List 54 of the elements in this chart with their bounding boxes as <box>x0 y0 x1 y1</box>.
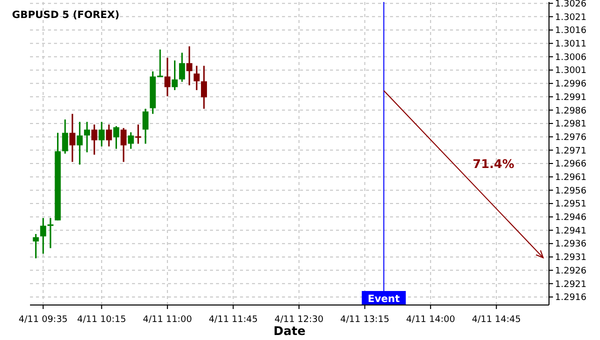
x-tick-label: 4/11 14:00 <box>406 315 456 325</box>
y-tick-label: 1.2931 <box>555 253 586 264</box>
x-tick-label: 4/11 14:45 <box>472 315 521 325</box>
x-tick-label: 4/11 10:15 <box>77 315 126 325</box>
candlestick <box>106 124 112 148</box>
x-tick-label: 4/11 13:15 <box>340 315 390 325</box>
candlestick <box>91 124 98 156</box>
y-tick-label: 1.3021 <box>555 12 586 23</box>
candlestick <box>186 46 192 86</box>
y-tick-label: 1.2951 <box>555 200 586 210</box>
y-tick-label: 1.3011 <box>555 40 586 50</box>
candlestick <box>142 108 148 145</box>
y-tick-label: 1.2926 <box>555 266 587 276</box>
ref-line-label: Event <box>368 294 400 305</box>
y-tick-label: 1.2941 <box>555 226 586 236</box>
candlestick <box>194 65 200 91</box>
y-tick-label: 1.3006 <box>555 52 587 63</box>
y-tick-label: 1.2986 <box>555 106 587 116</box>
y-tick-label: 1.2991 <box>555 92 586 103</box>
y-tick-label: 1.2936 <box>555 240 587 250</box>
y-tick-label: 1.2976 <box>555 132 587 143</box>
candlestick <box>179 52 186 83</box>
y-tick-label: 1.3016 <box>555 26 587 36</box>
y-tick-label: 1.2921 <box>555 280 586 290</box>
y-tick-label: 1.2961 <box>555 173 586 184</box>
candlestick <box>200 65 207 110</box>
y-tick-label: 1.2916 <box>555 293 587 304</box>
candlestick <box>84 121 90 154</box>
y-tick-label: 1.2996 <box>555 80 587 90</box>
x-tick-label: 4/11 09:35 <box>18 315 68 325</box>
candlestick <box>172 60 178 91</box>
candlestick <box>76 121 83 166</box>
y-tick-label: 1.2971 <box>555 146 586 156</box>
x-tick-label: 4/11 11:45 <box>208 315 258 325</box>
x-tick-label: 4/11 11:00 <box>142 315 192 325</box>
y-tick-label: 1.3026 <box>555 0 587 10</box>
candlestick <box>120 127 127 163</box>
candlestick <box>98 121 105 148</box>
candlestick <box>128 132 134 150</box>
y-tick-label: 1.2956 <box>555 186 587 196</box>
x-tick-label: 4/11 12:30 <box>274 315 324 325</box>
candlestick <box>69 113 76 163</box>
candlestick <box>164 57 170 97</box>
candlestick <box>62 118 68 154</box>
text: GBPUSD 5 (FOREX) <box>12 10 120 21</box>
y-tick-label: 1.3001 <box>555 66 586 76</box>
x-axis-title: Date <box>274 324 306 338</box>
candlestick <box>113 125 120 150</box>
y-tick-label: 1.2981 <box>555 120 586 130</box>
y-tick-label: 1.2966 <box>555 160 587 170</box>
candlestick <box>32 233 39 260</box>
y-tick-label: 1.2946 <box>555 213 587 224</box>
annotation: 71.4% <box>472 157 514 172</box>
candlestick <box>135 124 142 145</box>
